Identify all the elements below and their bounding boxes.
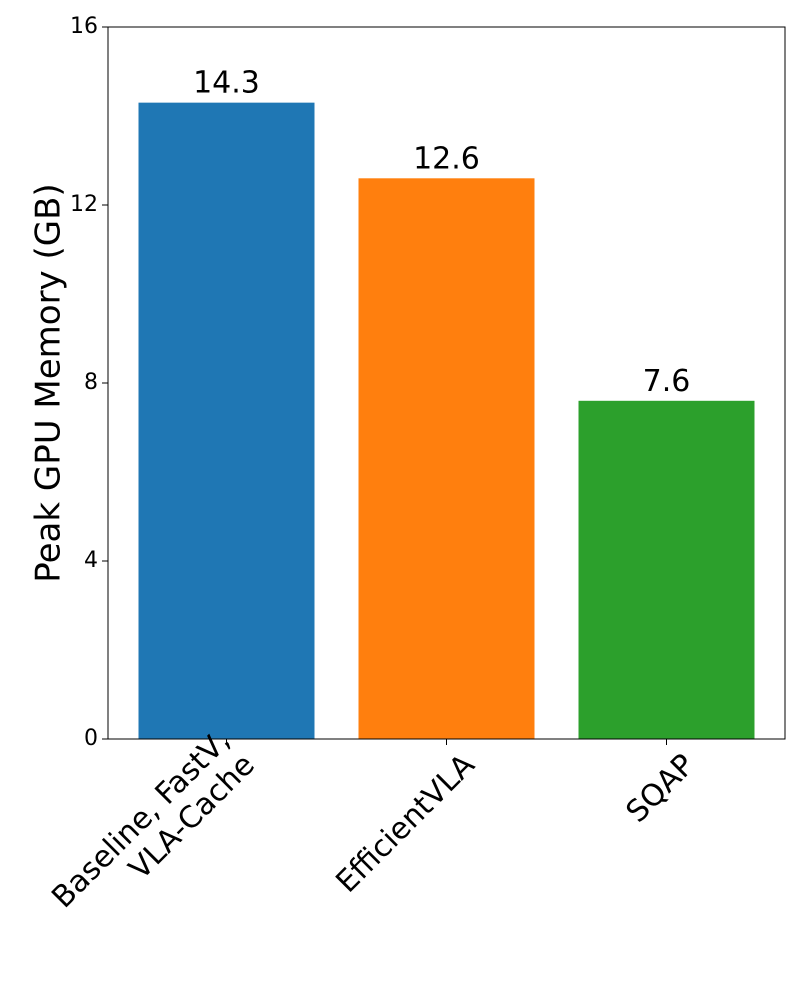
y-tick-label: 16 — [70, 14, 98, 39]
plot-frame — [107, 26, 786, 740]
bar — [358, 178, 535, 740]
y-axis-label: Peak GPU Memory (GB) — [29, 183, 69, 582]
y-tick-label: 0 — [84, 726, 98, 751]
bar — [578, 400, 755, 739]
y-tick-label: 4 — [84, 548, 98, 573]
y-tick-label: 12 — [70, 192, 98, 217]
x-tick-label: SQAP — [619, 747, 701, 829]
x-tick-label: EfficientVLA — [329, 747, 482, 900]
value-label: 7.6 — [643, 364, 691, 399]
bar — [138, 102, 315, 739]
value-label: 14.3 — [193, 66, 260, 101]
y-tick-label: 8 — [84, 370, 98, 395]
value-label: 12.6 — [413, 141, 480, 176]
x-tick-label: Baseline, FastV,VLA-Cache — [45, 723, 261, 939]
